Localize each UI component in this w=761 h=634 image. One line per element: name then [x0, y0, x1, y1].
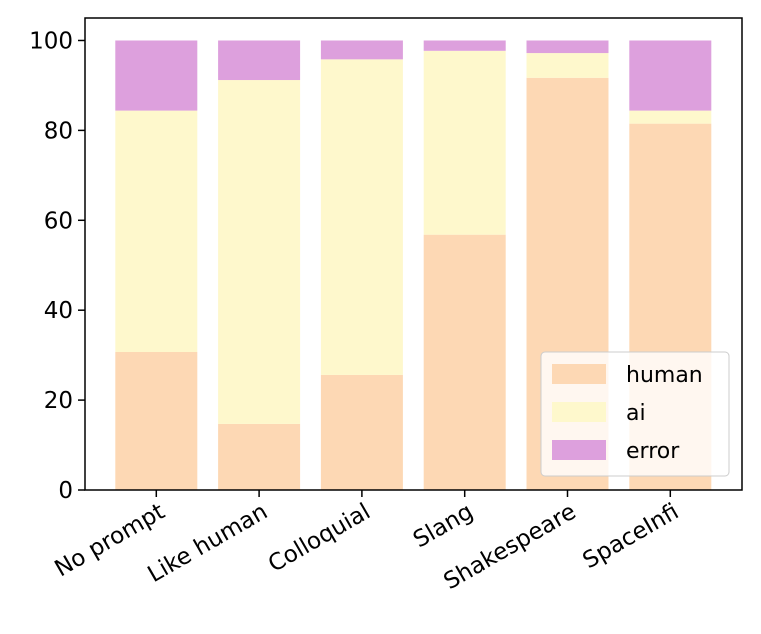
legend-label-ai: ai: [626, 401, 646, 426]
bar-error: [218, 40, 301, 81]
y-tick-label: 40: [44, 298, 73, 324]
x-tick-label: Slang: [409, 499, 478, 554]
bar-human: [218, 423, 301, 490]
bar-ai: [423, 50, 506, 235]
bar-error: [629, 40, 712, 111]
bar-human: [423, 234, 506, 490]
bar-error: [320, 40, 403, 60]
bar-ai: [320, 59, 403, 375]
legend-label-error: error: [626, 439, 680, 464]
legend-swatch-ai: [552, 402, 606, 422]
x-tick-label: Colloquial: [264, 499, 375, 578]
bar-ai: [115, 110, 198, 352]
y-axis: 0 20 40 60 80 100: [29, 28, 85, 504]
legend-swatch-human: [552, 364, 606, 384]
y-tick-label: 60: [44, 208, 73, 234]
legend-label-human: human: [626, 363, 703, 388]
bars-layer: [115, 40, 712, 490]
bar-ai: [218, 80, 301, 424]
bar-human: [320, 374, 403, 490]
bar-human: [115, 351, 198, 490]
bar-error: [423, 40, 506, 51]
x-tick-label: SpaceInfi: [579, 499, 684, 574]
y-tick-label: 100: [29, 28, 73, 54]
bar-error: [526, 40, 609, 54]
y-tick-label: 20: [44, 388, 73, 414]
bar-ai: [526, 53, 609, 78]
y-tick-label: 80: [44, 118, 73, 144]
legend-swatch-error: [552, 440, 606, 460]
bar-ai: [629, 110, 712, 124]
bar-error: [115, 40, 198, 111]
plot-frame: [84, 17, 743, 491]
legend: human ai error: [540, 351, 730, 477]
y-tick-label: 0: [58, 478, 73, 504]
